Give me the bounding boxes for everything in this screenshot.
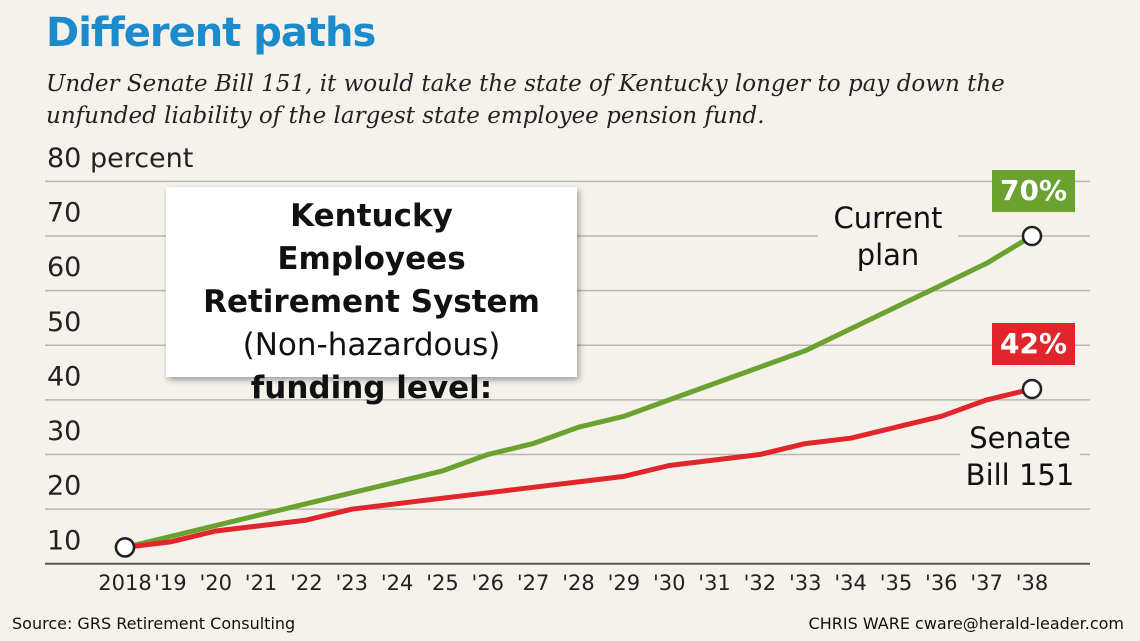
box-line: Kentucky Employees Retirement System [203,198,540,320]
point-marker [1021,378,1043,400]
x-tick-label: '21 [245,571,278,595]
x-tick-label: '35 [880,571,913,595]
x-tick-label: '25 [426,571,459,595]
series-line [124,386,1033,550]
x-tick-label: '29 [608,571,641,595]
y-tick-label: 50 [47,307,81,338]
x-tick-label: '38 [1016,571,1049,595]
value-label: 42% [1000,327,1067,360]
x-tick-label: '34 [834,571,867,595]
box-line: (Non-hazardous) [242,327,501,363]
point-marker [114,537,136,558]
x-tick-label: '19 [154,571,187,595]
x-tick-label: '26 [472,571,505,595]
y-tick-label: 40 [47,361,81,392]
x-tick-label: '31 [698,571,731,595]
x-tick-label: '32 [744,571,777,595]
info-box: Kentucky Employees Retirement System (No… [166,187,577,406]
value-label-box [992,322,1075,365]
series-label: Senate Bill 151 [960,420,1080,494]
source: Source: GRS Retirement Consulting [12,614,296,633]
x-tick-label: 2018 [98,571,151,595]
x-tick-label: '28 [562,571,595,595]
y-tick-label: 70 [47,198,81,229]
series-label: Current plan [818,200,958,274]
x-tick-label: '37 [970,571,1003,595]
x-tick-label: '27 [517,571,550,595]
box-line: funding level: [250,370,493,406]
y-tick-label: 30 [47,416,81,447]
point-marker [1021,225,1043,247]
value-label: 70% [1000,174,1067,207]
x-tick-label: '22 [290,571,323,595]
credit: CHRIS WARE cware@herald-leader.com [808,614,1124,633]
chart-title: Different paths [46,10,376,56]
x-tick-label: '30 [653,571,686,595]
y-tick-label: 60 [47,252,81,283]
x-tick-label: '24 [381,571,414,595]
series-line [124,233,1034,550]
x-tick-label: '33 [789,571,822,595]
x-tick-label: '23 [336,571,369,595]
x-tick-label: '36 [925,571,958,595]
y-tick-label: 80 percent [47,143,193,174]
y-tick-label: 10 [47,525,81,556]
value-label-box [992,170,1075,213]
y-tick-label: 20 [47,471,81,502]
chart-subtitle: Under Senate Bill 151, it would take the… [46,71,1005,129]
x-tick-label: '20 [199,571,232,595]
